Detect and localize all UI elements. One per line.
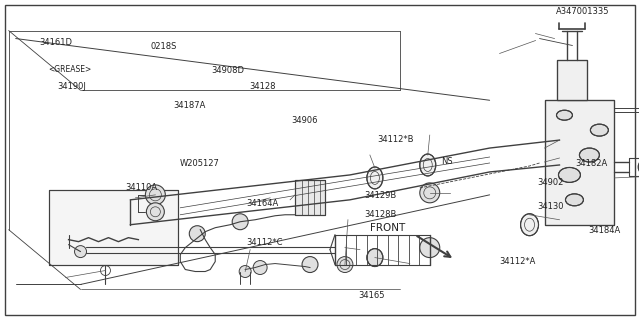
Polygon shape [295,180,325,215]
Circle shape [74,246,86,258]
Text: 34906: 34906 [291,116,318,125]
Bar [49,190,179,265]
Text: 34164A: 34164A [246,198,279,207]
Ellipse shape [367,249,383,267]
Text: NS: NS [442,157,453,166]
Text: 34902: 34902 [537,178,563,187]
Bar [49,190,179,265]
Text: 34165: 34165 [358,291,385,300]
Text: 34184A: 34184A [588,226,620,235]
Text: 34190J: 34190J [57,82,86,91]
Circle shape [232,214,248,230]
Text: 34112*A: 34112*A [499,258,535,267]
Text: 34182A: 34182A [575,159,608,168]
Polygon shape [545,100,614,225]
Circle shape [189,226,205,242]
Circle shape [420,183,440,203]
Ellipse shape [557,110,572,120]
Text: 0218S: 0218S [151,42,177,52]
Circle shape [337,257,353,273]
Text: 34908D: 34908D [211,66,244,75]
Circle shape [239,266,251,277]
Text: 34112*B: 34112*B [378,135,414,144]
Text: W205127: W205127 [179,159,220,168]
Text: A347001335: A347001335 [556,7,610,16]
Ellipse shape [420,154,436,176]
Ellipse shape [559,167,580,182]
Text: 34112*C: 34112*C [246,238,283,247]
Polygon shape [557,60,588,100]
Circle shape [147,203,164,221]
Text: 34187A: 34187A [173,101,205,110]
Text: 34129B: 34129B [365,190,397,200]
Circle shape [145,185,165,205]
Text: 34161D: 34161D [39,38,72,47]
Text: <GREASE>: <GREASE> [49,65,92,74]
Ellipse shape [520,214,538,236]
Text: 34128: 34128 [250,82,276,91]
Ellipse shape [367,167,383,189]
Ellipse shape [566,194,584,206]
Circle shape [253,260,267,275]
Text: 34110A: 34110A [125,183,157,192]
Circle shape [420,238,440,258]
Text: 34130: 34130 [537,202,564,211]
Circle shape [302,257,318,273]
Ellipse shape [638,158,640,176]
Ellipse shape [579,148,600,162]
Ellipse shape [591,124,609,136]
Text: FRONT: FRONT [370,223,405,233]
Text: 34128B: 34128B [365,210,397,219]
